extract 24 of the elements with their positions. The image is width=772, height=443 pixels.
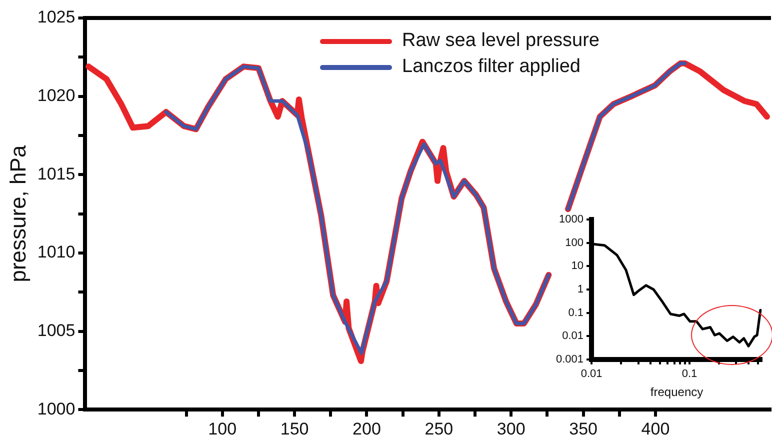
legend-label: Lanczos filter applied (402, 56, 580, 78)
y-axis-title: pressure, hPa (5, 144, 30, 282)
x-tick-label: 300 (496, 419, 526, 438)
x-tick-label: 150 (280, 419, 309, 438)
x-tick-label: 250 (424, 419, 454, 438)
y-tick-label: 100 (565, 236, 584, 249)
y-tick-label: 1025 (37, 8, 76, 27)
y-tick-label: 1020 (37, 86, 76, 106)
y-tick-label: 1000 (559, 214, 584, 226)
y-tick-label: 1 (577, 284, 584, 296)
y-tick-label: 0.1 (568, 306, 584, 319)
x-tick-label: 400 (641, 419, 670, 438)
y-tick-label: 1015 (37, 164, 76, 184)
y-tick-label: 1005 (37, 320, 76, 340)
y-tick-label: 10 (571, 260, 584, 272)
x-axis-title: frequency (650, 385, 704, 400)
y-tick-label: 1000 (37, 399, 76, 418)
y-tick-label: 0.001 (556, 353, 584, 366)
y-tick-label: 0.01 (562, 330, 584, 342)
x-tick-label: 200 (352, 419, 381, 438)
x-tick-label: 350 (569, 419, 598, 438)
x-tick-label: 100 (208, 419, 237, 438)
y-tick-label: 1010 (37, 242, 76, 262)
legend-label: Raw sea level pressure (402, 30, 600, 52)
